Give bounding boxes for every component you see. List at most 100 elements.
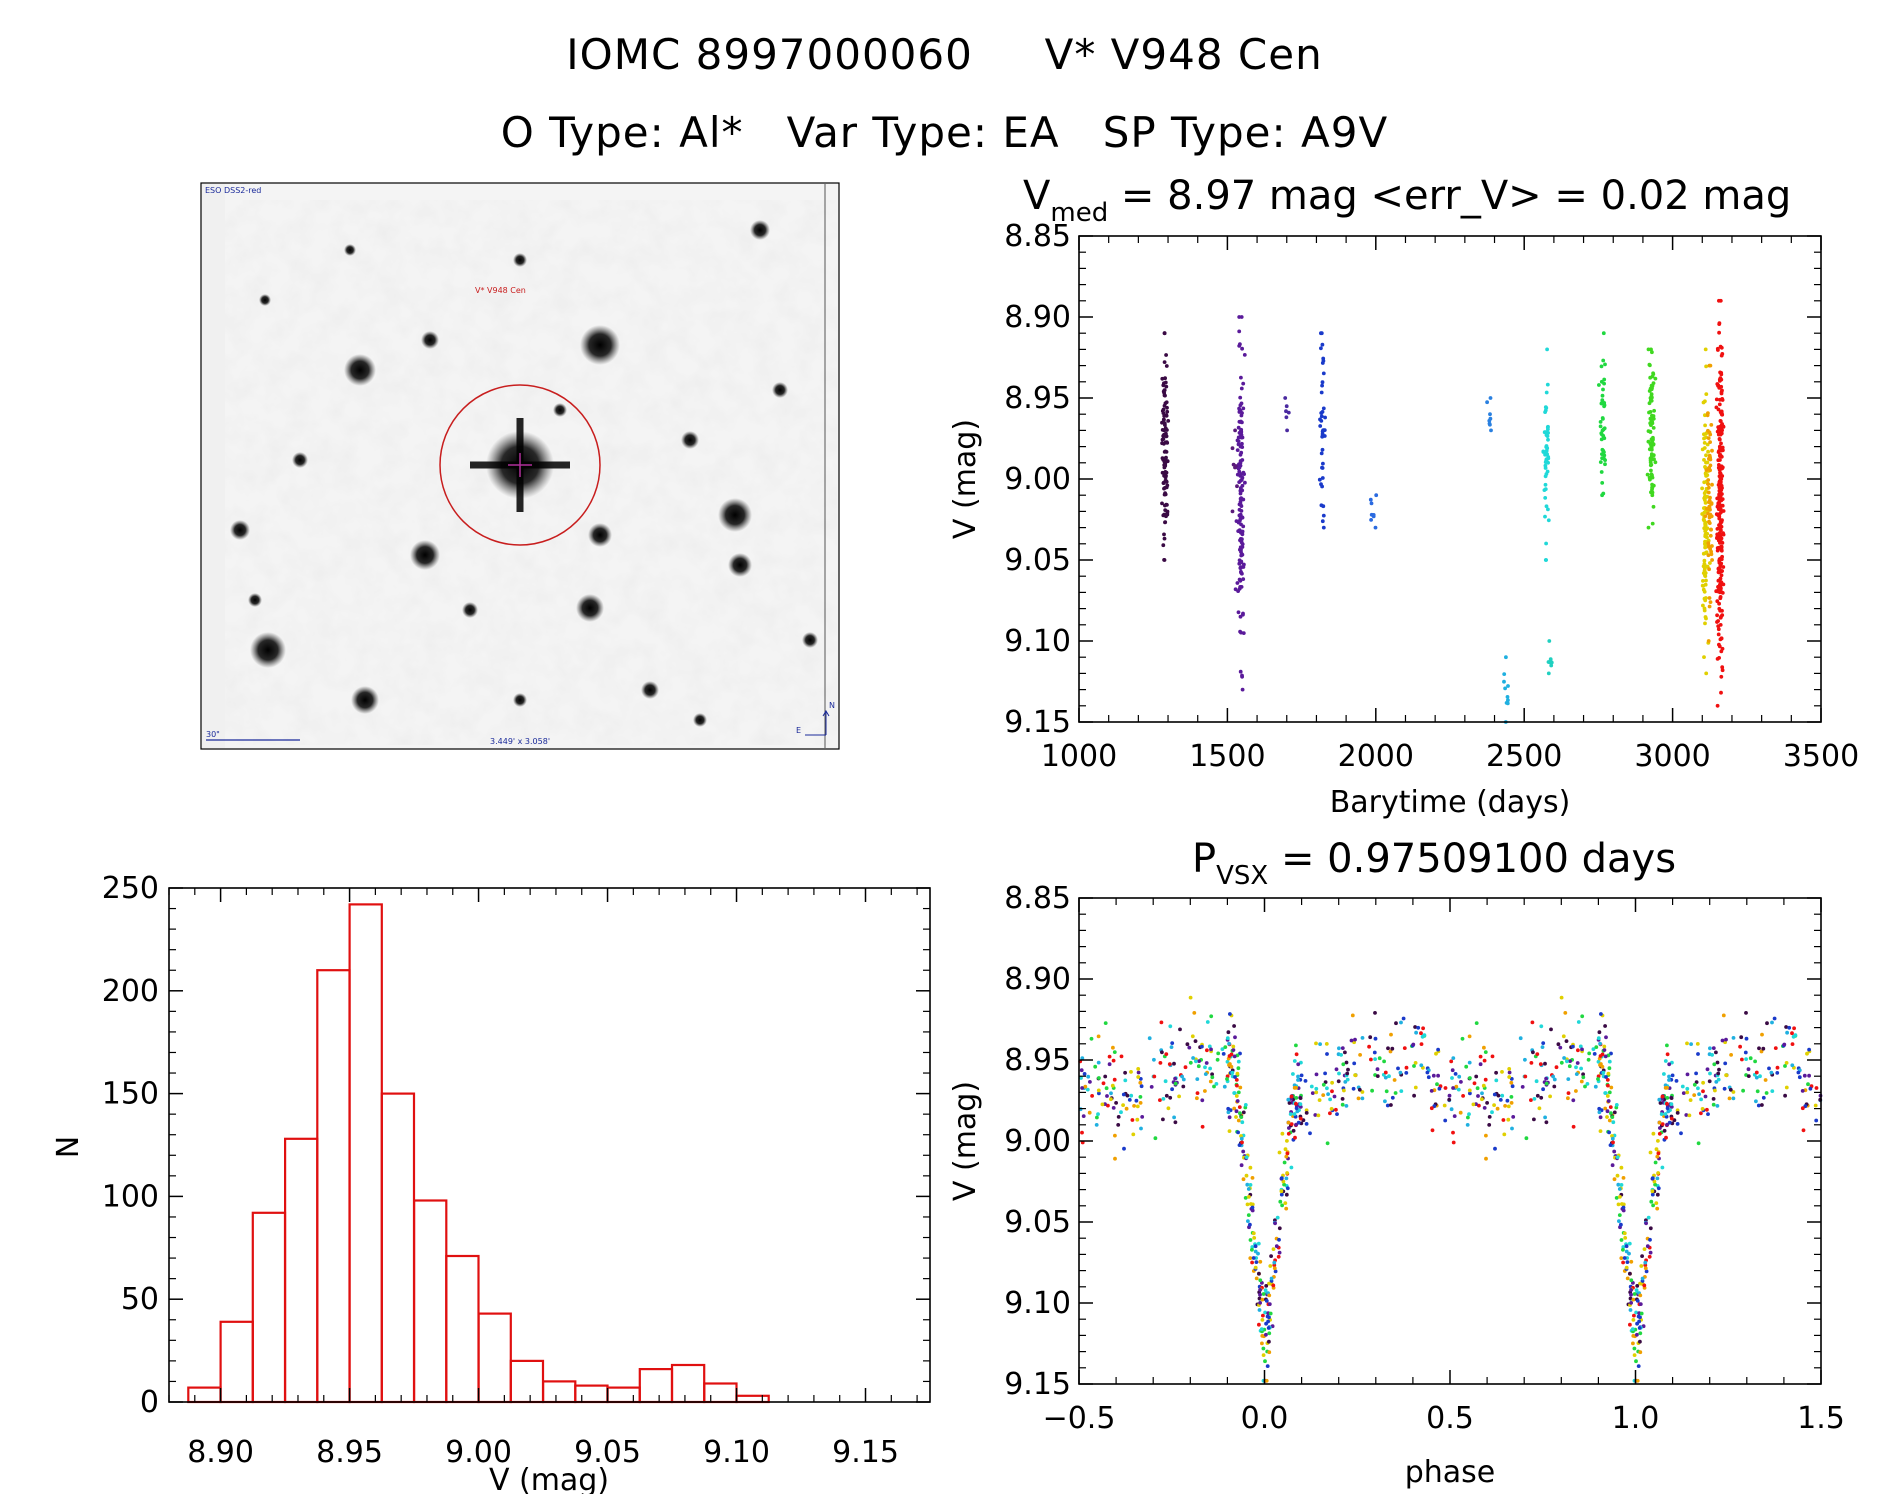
phased-point <box>1485 1101 1489 1105</box>
field-star <box>351 686 379 714</box>
phased-point <box>1655 1154 1660 1159</box>
phased-point <box>1280 1131 1285 1136</box>
phased-point <box>1429 1089 1434 1093</box>
phased-point <box>1089 1036 1094 1041</box>
phased-point <box>1272 1266 1277 1271</box>
phased-point <box>1261 1313 1265 1318</box>
lightcurve-point <box>1239 450 1244 455</box>
lightcurve-point <box>1162 558 1166 562</box>
lightcurve-point <box>1161 437 1166 441</box>
phased-point <box>1328 1111 1332 1116</box>
lightcurve-point <box>1710 482 1714 487</box>
phased-point <box>1264 1284 1269 1288</box>
lightcurve-point <box>1320 342 1325 347</box>
phased-point <box>1373 1011 1377 1015</box>
phased-point <box>1161 1097 1166 1101</box>
phased-point <box>1656 1186 1661 1191</box>
histogram-bar <box>251 1211 287 1404</box>
lightcurve-point <box>1704 527 1708 532</box>
lightcurve-point <box>1542 430 1547 435</box>
phased-point <box>1635 1284 1640 1288</box>
phased-point <box>1665 1106 1670 1111</box>
phased-point <box>1314 1086 1319 1091</box>
phased-points <box>1078 995 1823 1383</box>
field-star <box>802 632 818 648</box>
phased-point <box>1529 1098 1533 1102</box>
lightcurve-point <box>1374 493 1379 498</box>
lightcurve-point <box>1710 558 1714 562</box>
phased-point <box>1660 1165 1665 1170</box>
phased-point <box>1325 1141 1330 1146</box>
phased-point <box>1263 1288 1268 1293</box>
lightcurve-point <box>1602 456 1606 461</box>
y-tick-label: 9.15 <box>1004 705 1071 740</box>
phased-xlabel: phase <box>1405 1455 1496 1490</box>
lightcurve-point <box>1544 472 1549 476</box>
lightcurve-point <box>1239 472 1244 477</box>
phased-point <box>1087 1110 1092 1115</box>
lightcurve-point <box>1600 393 1605 398</box>
phased-point <box>1753 1059 1757 1064</box>
lightcurve-point <box>1720 554 1724 559</box>
phased-point <box>1770 1020 1774 1025</box>
lightcurve-point <box>1703 413 1707 418</box>
lightcurve-point <box>1163 492 1168 497</box>
lightcurve-point <box>1237 513 1242 518</box>
lightcurve-point <box>1600 481 1605 485</box>
lightcurve-point <box>1717 494 1722 498</box>
phased-point <box>1687 1113 1692 1118</box>
phased-point <box>1158 1061 1163 1065</box>
lightcurve-point <box>1647 410 1651 415</box>
lightcurve-point <box>1717 437 1722 441</box>
y-tick-label: 9.10 <box>1004 1286 1071 1321</box>
phased-point <box>1544 1120 1549 1125</box>
phased-point <box>1159 1020 1164 1025</box>
lightcurve-title-sub: med <box>1050 198 1108 228</box>
lightcurve-point <box>1165 512 1170 517</box>
phased-point <box>1634 1288 1639 1293</box>
field-star <box>693 713 707 727</box>
phased-point <box>1624 1249 1629 1254</box>
phased-point <box>1586 1057 1591 1062</box>
lightcurve-point <box>1704 473 1709 478</box>
lightcurve-point <box>1284 409 1288 414</box>
phased-point <box>1260 1318 1265 1322</box>
phased-point <box>1500 1070 1504 1074</box>
phased-point <box>1474 1074 1479 1079</box>
phased-point <box>1119 1054 1124 1059</box>
phased-point <box>1158 1098 1162 1102</box>
y-tick-label: 9.00 <box>1004 1124 1071 1159</box>
phased-point <box>1263 1310 1267 1315</box>
phased-point <box>1578 1044 1583 1049</box>
phased-point <box>1552 1077 1557 1082</box>
lightcurve-point <box>1163 423 1167 427</box>
phased-point <box>1784 1085 1789 1090</box>
phased-point <box>1309 1084 1314 1089</box>
phased-point <box>1663 1112 1668 1116</box>
phased-point <box>1785 1030 1789 1035</box>
phased-point <box>1234 1115 1238 1119</box>
lightcurve-point <box>1162 441 1166 446</box>
phased-point <box>1323 1080 1328 1084</box>
phased-title: PVSX = 0.97509100 days <box>1192 836 1676 891</box>
phased-point <box>1232 1091 1237 1095</box>
phased-point <box>1607 1066 1612 1071</box>
lightcurve-point <box>1319 451 1324 456</box>
lightcurve-point <box>1236 610 1241 615</box>
phased-point <box>1334 1107 1338 1112</box>
lightcurve-point <box>1716 532 1721 537</box>
phased-point <box>1659 1112 1664 1116</box>
phased-point <box>1214 1082 1219 1086</box>
phased-point <box>1715 1104 1720 1108</box>
lightcurve-point <box>1705 506 1709 511</box>
histogram-axes-box <box>168 887 931 1403</box>
lightcurve-point <box>1163 486 1167 490</box>
lightcurve-point <box>1240 435 1245 440</box>
phased-point <box>1510 1084 1515 1089</box>
phased-point <box>1703 1094 1708 1099</box>
phased-point <box>1530 1020 1535 1025</box>
lightcurve-point <box>1371 514 1376 519</box>
phased-point <box>1566 1096 1570 1101</box>
lightcurve-point <box>1718 541 1722 545</box>
phased-point <box>1535 1052 1540 1056</box>
